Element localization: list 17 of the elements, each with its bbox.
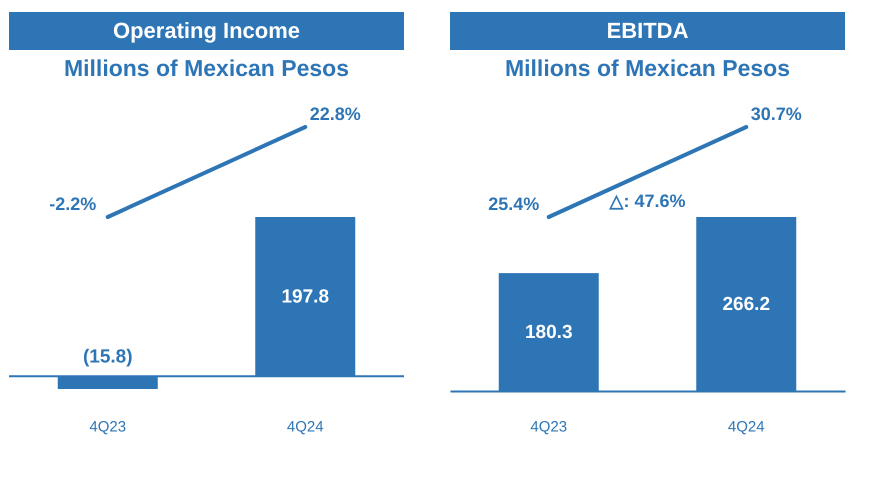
data-label: 197.8 [281, 286, 330, 308]
chart-title: EBITDA [606, 18, 689, 43]
data-label: 30.7% [750, 104, 802, 124]
x-tick-label: 4Q24 [728, 418, 765, 436]
chart-title: Operating Income [112, 18, 300, 43]
x-tick-label: 4Q23 [89, 418, 126, 436]
text: △: 47.6% [608, 191, 686, 211]
data-label: 22.8% [310, 104, 361, 124]
x-tick-label: 4Q24 [286, 418, 324, 436]
x-tick-label: 4Q23 [530, 418, 568, 436]
chart-subtitle: Millions of Mexican Pesos [504, 55, 790, 81]
data-label: 266.2 [722, 294, 770, 315]
data-label: (15.8) [82, 346, 133, 368]
data-label: -2.2% [49, 194, 96, 214]
data-label: 25.4% [488, 194, 540, 214]
chart-subtitle: Millions of Mexican Pesos [64, 55, 350, 81]
data-label: 180.3 [524, 322, 573, 344]
